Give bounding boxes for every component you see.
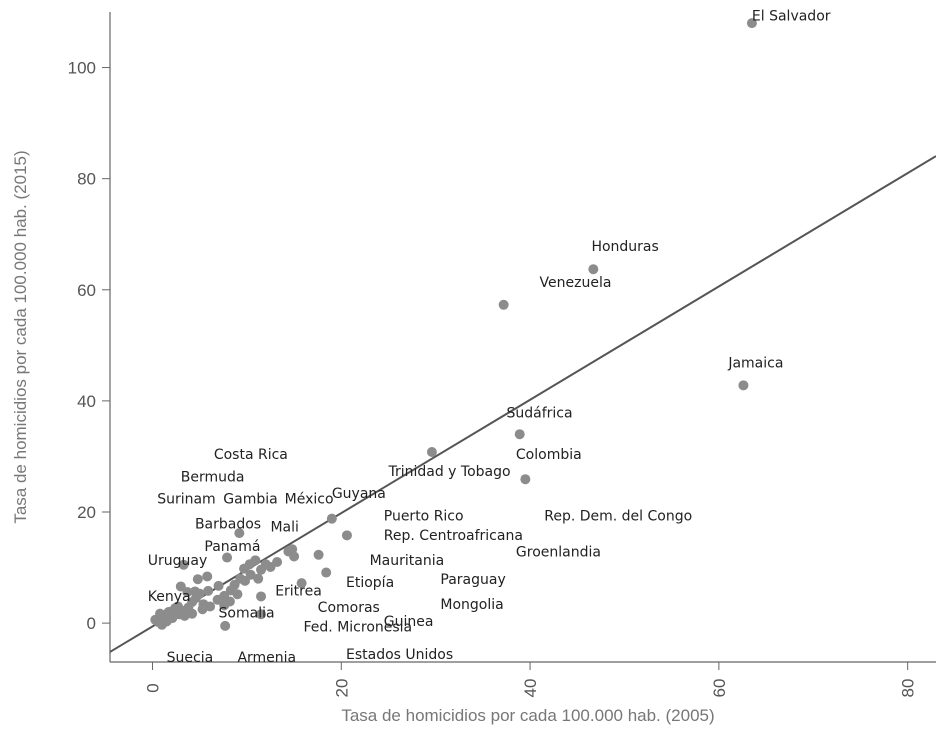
y-tick-label: 100: [68, 59, 96, 78]
data-point: [514, 429, 525, 440]
data-point: [192, 574, 203, 585]
point-label: Bermuda: [181, 469, 245, 485]
x-tick-label: 40: [521, 679, 540, 698]
data-point: [321, 567, 332, 578]
point-label: Jamaica: [727, 356, 783, 372]
point-label: Mali: [270, 519, 298, 535]
point-label: Eritrea: [275, 583, 322, 599]
x-tick-label: 60: [710, 679, 729, 698]
point-label: Panamá: [204, 539, 260, 555]
data-point: [178, 559, 189, 570]
x-tick-label: 20: [332, 679, 351, 698]
data-point: [746, 18, 757, 29]
y-tick-label: 20: [77, 503, 96, 522]
data-point: [167, 613, 178, 624]
data-point: [283, 546, 294, 557]
point-label: Somalia: [219, 606, 275, 622]
data-point: [179, 610, 190, 621]
data-point: [175, 581, 186, 592]
data-point: [155, 608, 166, 619]
point-label: Suecia: [167, 650, 214, 666]
y-axis-title: Tasa de homicidios por cada 100.000 hab.…: [11, 150, 30, 523]
data-point: [256, 609, 267, 620]
data-point: [219, 600, 230, 611]
ticks: 0 20 40 60 80 0 20 40 60 80 100: [68, 59, 918, 698]
point-label: Barbados: [195, 517, 261, 533]
data-point: [426, 447, 437, 457]
fit-line: [109, 155, 936, 653]
point-label: Sudáfrica: [506, 406, 572, 422]
point-label: México: [285, 492, 334, 508]
point-label: Mauritania: [370, 553, 445, 569]
data-point: [341, 530, 352, 541]
point-label: Trinidad y Tobago: [387, 464, 510, 480]
data-point: [260, 559, 271, 570]
data-point: [234, 528, 245, 539]
x-tick-label: 0: [143, 683, 162, 692]
point-label: Groenlandia: [516, 544, 601, 560]
point-label: Honduras: [591, 239, 658, 255]
data-point: [213, 580, 224, 591]
x-tick-label: 80: [899, 679, 918, 698]
point-label: Comoras: [318, 600, 380, 616]
data-point: [326, 513, 337, 524]
data-point: [498, 299, 509, 310]
point-label: Surinam: [157, 492, 216, 508]
point-label: Rep. Centroafricana: [384, 528, 523, 544]
data-point: [313, 549, 324, 560]
point-label: Armenia: [237, 650, 296, 666]
data-point: [205, 601, 216, 612]
point-label: El Salvador: [752, 8, 831, 24]
y-tick-label: 0: [87, 614, 96, 633]
data-point: [172, 601, 183, 612]
data-point: [738, 380, 749, 391]
point-label: Estados Unidos: [346, 647, 453, 663]
x-axis-title: Tasa de homicidios por cada 100.000 hab.…: [341, 706, 714, 725]
point-label: Guyana: [332, 486, 386, 502]
point-label: Puerto Rico: [384, 508, 464, 524]
data-point: [187, 608, 198, 619]
point-label: Paraguay: [440, 572, 505, 588]
point-label: Uruguay: [148, 553, 208, 569]
data-point: [222, 552, 233, 563]
data-point: [220, 620, 231, 631]
axes: [109, 12, 936, 663]
point-label: Guinea: [384, 614, 434, 630]
y-tick-label: 60: [77, 281, 96, 300]
data-point: [520, 474, 531, 485]
point-label: Kenya: [148, 589, 191, 605]
data-point: [225, 585, 236, 596]
data-point: [256, 591, 267, 602]
data-point: [189, 586, 200, 597]
point-label: Rep. Dem. del Congo: [544, 508, 692, 524]
point-label: Fed. Micronesia: [304, 619, 413, 635]
point-label: Gambia: [223, 492, 277, 508]
point-label: Costa Rica: [214, 447, 288, 463]
data-point: [296, 578, 307, 589]
data-points: [150, 18, 757, 631]
y-tick-label: 80: [77, 170, 96, 189]
point-label: Colombia: [516, 447, 582, 463]
data-point: [239, 575, 250, 586]
point-label: Mongolia: [440, 597, 503, 613]
point-label: Etiopía: [346, 575, 394, 591]
point-labels: El Salvador Honduras Venezuela Jamaica Sudáf…: [148, 8, 831, 666]
data-point: [253, 573, 264, 584]
point-label: Venezuela: [540, 275, 612, 291]
data-point: [212, 594, 223, 605]
data-point: [202, 571, 213, 582]
y-tick-label: 40: [77, 392, 96, 411]
data-point: [239, 563, 250, 574]
data-point: [197, 604, 208, 615]
data-point: [203, 585, 214, 596]
data-point: [182, 587, 193, 597]
data-point: [588, 264, 599, 275]
